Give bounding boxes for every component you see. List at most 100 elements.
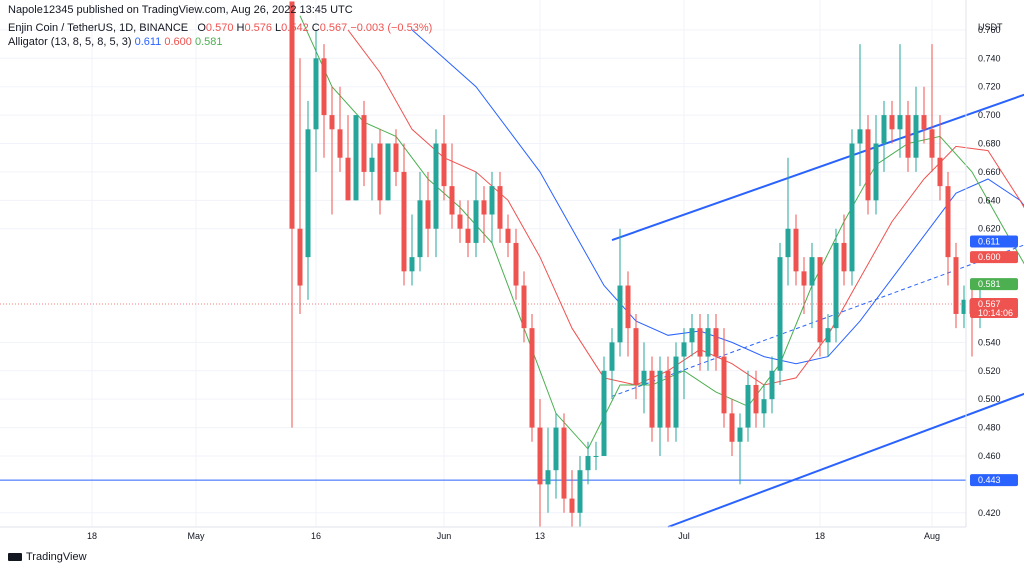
candle (825, 313, 831, 357)
alligator-label: Alligator (13, 8, 5, 8, 5, 3) (8, 36, 132, 48)
candle-body (849, 143, 855, 272)
tradingview-logo-icon (8, 553, 22, 561)
candle (721, 328, 727, 428)
candle-body (929, 129, 935, 158)
candle-body (761, 399, 767, 414)
candle (353, 115, 359, 201)
x-tick-label: Aug (924, 531, 940, 541)
y-tick-label: 0.460 (978, 451, 1001, 461)
y-tick-label: 0.640 (978, 195, 1001, 205)
candle (809, 242, 815, 329)
price-label-bg (970, 298, 1018, 319)
candle (313, 29, 319, 172)
candle (361, 100, 367, 187)
alligator-lips-value: 0.581 (194, 36, 223, 48)
candle (897, 44, 903, 158)
candle (713, 313, 719, 371)
candle-body (801, 271, 807, 286)
candle (593, 441, 599, 471)
candle-body (777, 257, 783, 371)
candle-body (537, 427, 543, 485)
candle (649, 356, 655, 442)
channel-lower-line (667, 392, 1024, 528)
price-label-bg (970, 278, 1018, 291)
alligator-legend[interactable]: Alligator (13, 8, 5, 8, 5, 3) 0.611 0.60… (8, 36, 222, 48)
candle-body (529, 328, 535, 428)
candle (473, 171, 479, 258)
price-label-bg (970, 251, 1018, 264)
price-label-text: 0.567 (978, 299, 1001, 309)
candle-body (641, 370, 647, 385)
candle (449, 143, 455, 229)
ohlc-low: 0.542 (281, 22, 309, 34)
price-label-countdown: 10:14:06 (978, 308, 1013, 318)
price-label-jaw: 0.611 (970, 235, 1018, 248)
candle-body (433, 143, 439, 229)
y-tick-label: 0.420 (978, 508, 1001, 518)
x-tick-label: May (187, 531, 205, 541)
candle (561, 413, 567, 513)
candle-body (321, 58, 327, 116)
candle-body (921, 115, 927, 130)
candle-body (481, 200, 487, 215)
candle-body (297, 228, 303, 286)
candle (553, 413, 559, 499)
candle (569, 470, 575, 527)
candle (577, 455, 583, 527)
candle (657, 356, 663, 456)
x-tick-label: Jul (678, 531, 690, 541)
candle-body (897, 115, 903, 130)
candle (641, 342, 647, 414)
candle (417, 171, 423, 272)
y-axis-ticks: 0.760 0.740 0.720 0.700 0.680 0.660 0.640 0.620… (978, 25, 1001, 518)
candle-body (697, 328, 703, 357)
candle-body (841, 242, 847, 272)
candle (625, 271, 631, 357)
candle (297, 58, 303, 314)
trend-channel[interactable] (611, 34, 1024, 528)
ohlc-high: 0.576 (244, 22, 272, 34)
channel-mid-line (611, 244, 1024, 397)
candle (921, 86, 927, 144)
y-axis-unit: USDT (978, 22, 1003, 32)
candle (857, 44, 863, 187)
candle (489, 171, 495, 243)
x-tick-label: Jun (437, 531, 452, 541)
candle (881, 100, 887, 172)
x-tick-label: 16 (311, 531, 321, 541)
candle (953, 242, 959, 329)
candle (617, 228, 623, 357)
tradingview-logo[interactable]: TradingView (8, 551, 87, 563)
candle (777, 242, 783, 385)
candle-body (953, 257, 959, 314)
candle (665, 356, 671, 442)
candle (905, 100, 911, 172)
candle-body (377, 143, 383, 201)
y-tick-label: 0.660 (978, 167, 1001, 177)
candle-body (313, 58, 319, 130)
candle-body (809, 257, 815, 286)
y-tick-label: 0.480 (978, 423, 1001, 433)
candle-body (681, 342, 687, 357)
candle (529, 313, 535, 442)
candle (689, 313, 695, 357)
candle-body (625, 285, 631, 329)
candle-body (369, 157, 375, 172)
candle (505, 214, 511, 258)
candle (377, 129, 383, 215)
candle-body (961, 299, 967, 314)
candle-body (513, 242, 519, 286)
candle-body (569, 498, 575, 513)
alligator-jaw-value: 0.611 (134, 36, 162, 48)
candle-body (417, 200, 423, 258)
candle (481, 186, 487, 243)
candle-body (489, 186, 495, 215)
candle-body (881, 115, 887, 144)
candle-body (865, 129, 871, 201)
candle-body (905, 115, 911, 158)
ohlc-l-label: L (275, 22, 282, 34)
candle-body (825, 328, 831, 343)
candle-body (833, 242, 839, 329)
